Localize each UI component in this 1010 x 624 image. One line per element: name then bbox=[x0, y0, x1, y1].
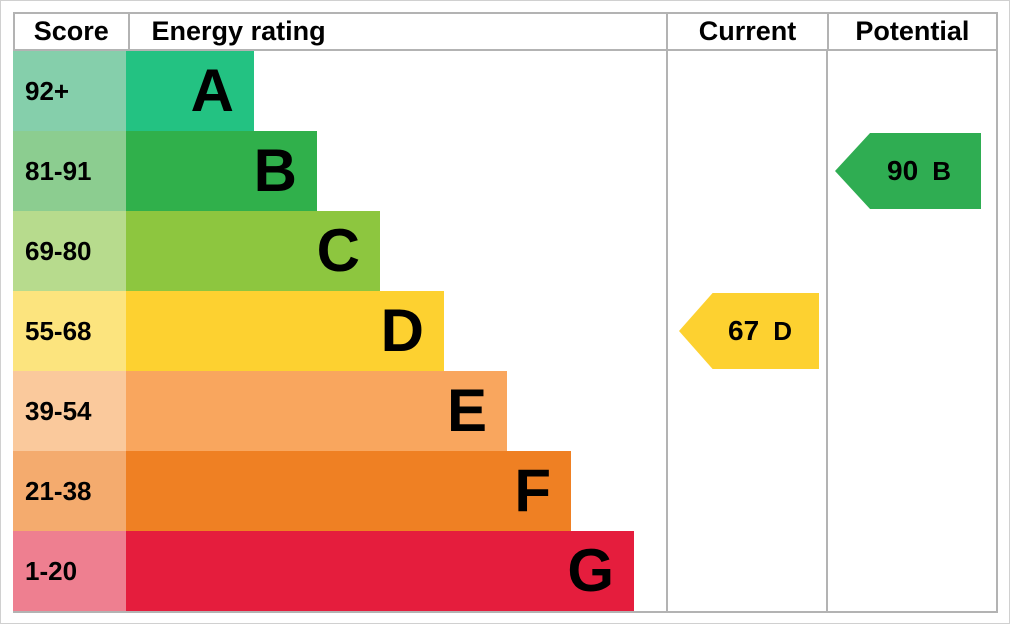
band-row-e: 39-54 E bbox=[13, 371, 507, 451]
band-bar-c: C bbox=[126, 211, 380, 291]
current-column-left-divider bbox=[666, 51, 668, 613]
band-row-b: 81-91 B bbox=[13, 131, 317, 211]
score-range-a: 92+ bbox=[13, 51, 126, 131]
band-bar-e: E bbox=[126, 371, 507, 451]
band-bar-f: F bbox=[126, 451, 571, 531]
band-row-c: 69-80 C bbox=[13, 211, 380, 291]
potential-column-header: Potential bbox=[826, 14, 996, 49]
band-bar-g: G bbox=[126, 531, 634, 611]
current-rating-band: D bbox=[773, 315, 792, 346]
potential-column-left-divider bbox=[826, 51, 828, 613]
band-row-d: 55-68 D bbox=[13, 291, 444, 371]
current-rating-arrow: 67 D bbox=[679, 293, 819, 369]
band-bar-d: D bbox=[126, 291, 444, 371]
potential-column-right-divider bbox=[996, 51, 998, 613]
score-range-b: 81-91 bbox=[13, 131, 126, 211]
current-column-header: Current bbox=[666, 14, 826, 49]
score-range-d: 55-68 bbox=[13, 291, 126, 371]
energy-rating-column-header: Energy rating bbox=[127, 14, 667, 49]
potential-rating-band: B bbox=[932, 155, 951, 186]
score-range-g: 1-20 bbox=[13, 531, 126, 611]
band-bar-a: A bbox=[126, 51, 254, 131]
band-row-f: 21-38 F bbox=[13, 451, 571, 531]
chart-header-row: Score Energy rating Current Potential bbox=[13, 12, 998, 51]
potential-rating-value: 90 bbox=[887, 155, 919, 186]
band-bar-b: B bbox=[126, 131, 317, 211]
score-range-c: 69-80 bbox=[13, 211, 126, 291]
chart-bottom-line bbox=[13, 611, 998, 613]
current-rating-value: 67 bbox=[728, 315, 760, 346]
potential-rating-arrow: 90 B bbox=[835, 133, 981, 209]
band-row-g: 1-20 G bbox=[13, 531, 634, 611]
score-column-header: Score bbox=[33, 16, 109, 46]
score-range-f: 21-38 bbox=[13, 451, 126, 531]
band-row-a: 92+ A bbox=[13, 51, 254, 131]
score-range-e: 39-54 bbox=[13, 371, 126, 451]
